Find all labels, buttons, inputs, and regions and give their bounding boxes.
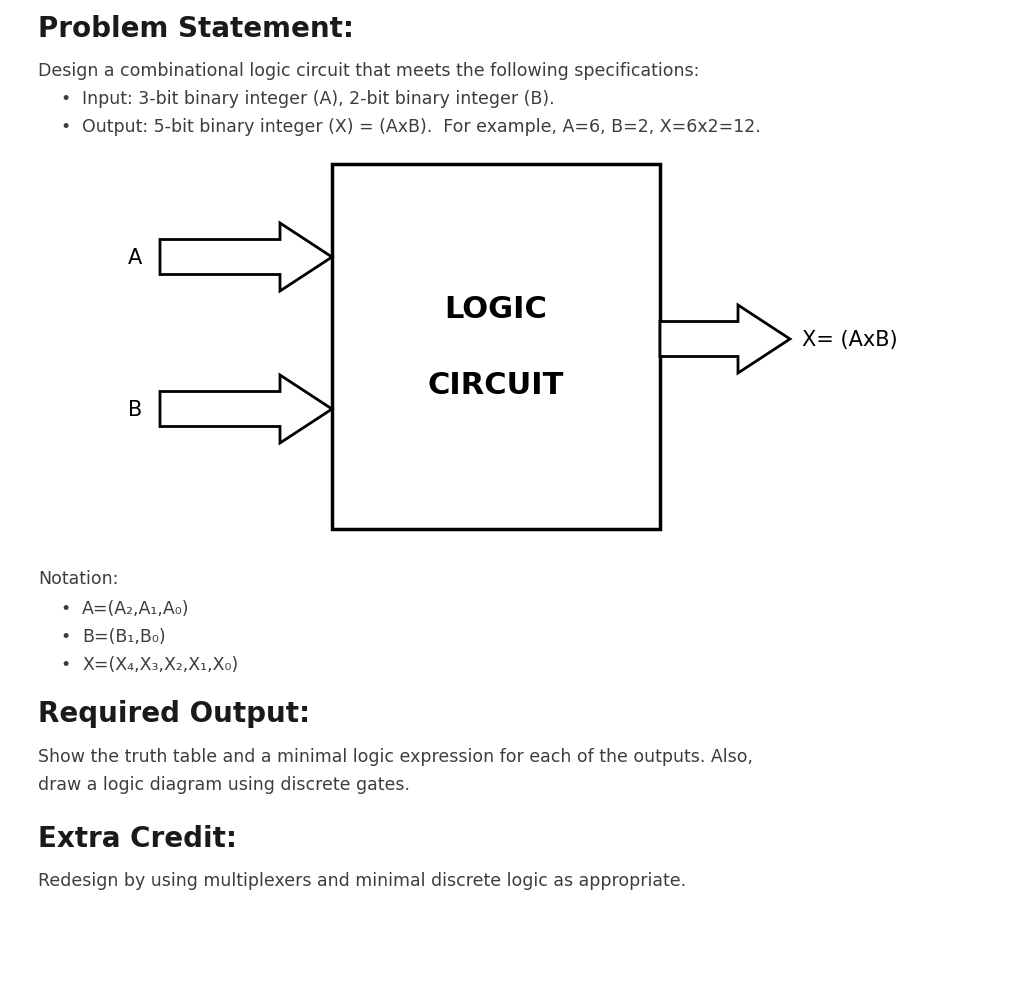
Text: Input: 3-bit binary integer (A), 2-bit binary integer (B).: Input: 3-bit binary integer (A), 2-bit b… [82,89,555,108]
Text: X= (AxB): X= (AxB) [802,330,898,350]
Text: B=(B₁,B₀): B=(B₁,B₀) [82,627,166,645]
Bar [332,165,660,530]
Text: Redesign by using multiplexers and minimal discrete logic as appropriate.: Redesign by using multiplexers and minim… [38,871,686,889]
Text: •: • [60,118,71,136]
Text: •: • [60,627,71,645]
Text: •: • [60,599,71,617]
Polygon shape [660,306,790,374]
Text: B: B [128,400,142,419]
Text: •: • [60,89,71,108]
Text: draw a logic diagram using discrete gates.: draw a logic diagram using discrete gate… [38,775,410,793]
Text: X=(X₄,X₃,X₂,X₁,X₀): X=(X₄,X₃,X₂,X₁,X₀) [82,655,239,673]
Text: A=(A₂,A₁,A₀): A=(A₂,A₁,A₀) [82,599,189,617]
Text: Extra Credit:: Extra Credit: [38,824,237,852]
Text: Show the truth table and a minimal logic expression for each of the outputs. Als: Show the truth table and a minimal logic… [38,747,753,765]
Text: CIRCUIT: CIRCUIT [428,371,564,400]
Text: A: A [128,248,142,267]
Text: Problem Statement:: Problem Statement: [38,15,354,43]
Text: •: • [60,655,71,673]
Text: Required Output:: Required Output: [38,700,310,728]
Text: LOGIC: LOGIC [444,294,548,324]
Text: Design a combinational logic circuit that meets the following specifications:: Design a combinational logic circuit tha… [38,62,699,80]
Polygon shape [160,224,332,291]
Text: Notation:: Notation: [38,570,119,587]
Text: Output: 5-bit binary integer (X) = (AxB).  For example, A=6, B=2, X=6x2=12.: Output: 5-bit binary integer (X) = (AxB)… [82,118,761,136]
Polygon shape [160,376,332,443]
